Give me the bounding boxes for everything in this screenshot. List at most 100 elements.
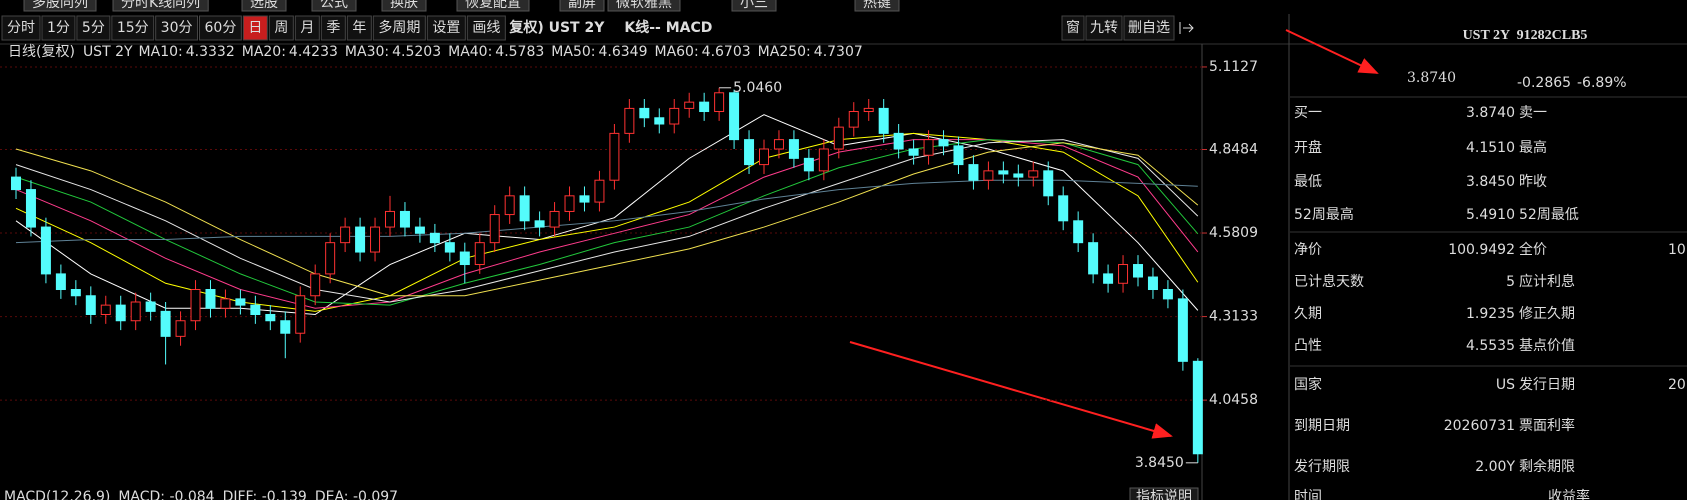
legend-name: MA10: (139, 44, 183, 60)
toolbar-button[interactable]: 换肤 (390, 0, 418, 11)
dock-icon (1179, 22, 1194, 34)
candle-body (714, 92, 725, 113)
quote-label: 最低 (1294, 174, 1322, 190)
toolbar-button[interactable]: 微软雅黑 (616, 0, 672, 11)
y-tick-label: 4.0458 (1209, 392, 1258, 408)
legend-value: 4.4233 (289, 44, 338, 60)
toolbar-button[interactable]: 选股 (250, 0, 278, 11)
candle-body (998, 170, 1009, 175)
period-tab[interactable]: 设置 (432, 20, 460, 36)
quote-label: 最高 (1519, 139, 1547, 156)
candle-body (564, 195, 575, 212)
quote-value: 1.9235 (1466, 306, 1515, 322)
indicator-button[interactable]: 指标说明 (1136, 489, 1192, 500)
candle-body (385, 210, 395, 228)
button-bg (1061, 15, 1085, 41)
button-bg (311, 0, 357, 12)
candle-body (474, 242, 485, 266)
quote-label: 昨收 (1519, 174, 1547, 190)
toolbar-button[interactable]: 恢复配置 (465, 0, 521, 11)
legend-value: 4.6349 (598, 44, 647, 60)
candle-body (833, 126, 844, 150)
candle-body (773, 139, 784, 150)
candle-body (504, 195, 515, 216)
period-tab[interactable]: 分时 (7, 20, 35, 36)
symbol-title: 复权) UST 2Y (508, 19, 605, 36)
button-bg (1129, 487, 1199, 500)
button-bg (559, 0, 605, 12)
toolbar-button[interactable]: 分时K线同列 (121, 0, 200, 11)
period-tab[interactable]: 60分 (205, 20, 237, 36)
period-tab[interactable]: 多周期 (378, 19, 420, 36)
button-bg (456, 0, 530, 12)
quote-value: 20260731 (1444, 418, 1515, 434)
candle-body (160, 310, 171, 337)
candle-body (175, 320, 186, 337)
candle-body (459, 251, 470, 266)
period-tab[interactable]: 日 (248, 20, 262, 36)
annotation-label: 5.0460 (733, 80, 782, 96)
right-button[interactable]: 删自选 (1128, 20, 1170, 36)
quote-label: 国家 (1294, 376, 1322, 393)
candle-body (11, 176, 21, 191)
ma-line (15, 142, 1199, 297)
tab-bg (155, 15, 198, 41)
candle-body (938, 139, 949, 147)
toolbar-button[interactable]: 副屏 (568, 0, 596, 11)
button-bg (23, 0, 97, 12)
quote-value: 4.5535 (1466, 338, 1515, 354)
tab-bg (426, 15, 466, 41)
tab-bg (372, 15, 426, 41)
period-tab[interactable]: 周 (274, 20, 288, 36)
button-bg (381, 0, 427, 12)
quote-value: 2.00Y (1475, 459, 1515, 475)
quote-value: 3.8740 (1466, 105, 1515, 121)
candle-body (863, 107, 874, 113)
period-tab[interactable]: 季 (326, 20, 340, 36)
candle-body (983, 170, 994, 181)
legend-name: MA50: (551, 44, 595, 60)
legend-value: 4.5203 (392, 44, 441, 60)
period-tab[interactable]: 15分 (117, 20, 149, 36)
legend-value: 4.3332 (186, 44, 235, 60)
toolbar-button[interactable]: 公式 (320, 0, 348, 11)
candle-body (85, 295, 96, 315)
quote-label: 全价 (1519, 241, 1547, 258)
quote-label: 卖一 (1519, 105, 1547, 121)
candle-body (878, 107, 889, 134)
candle-body (295, 295, 306, 334)
button-bg (1085, 15, 1123, 41)
toolbar-button[interactable]: 热键 (863, 0, 891, 11)
candle-body (1192, 360, 1203, 455)
right-button[interactable]: 九转 (1090, 20, 1118, 36)
candle-body (1133, 264, 1143, 278)
candle-body (1013, 173, 1024, 178)
toolbar-button[interactable]: 多股同列 (32, 0, 88, 11)
period-tab[interactable]: 30分 (161, 20, 193, 36)
candle-body (699, 101, 710, 113)
quote-label: 应计利息 (1519, 273, 1575, 290)
button-bg (241, 0, 287, 12)
tab-bg (294, 15, 320, 41)
legend-name: MA250: (758, 44, 811, 60)
candle-body (325, 242, 336, 275)
ma-line (15, 139, 1199, 309)
indicator-title: K线-- MACD (624, 19, 712, 36)
toolbar-button[interactable]: 小三 (740, 0, 768, 11)
period-tab[interactable]: 画线 (472, 20, 500, 36)
candle-body (310, 273, 321, 297)
period-tab[interactable]: 年 (352, 20, 366, 36)
period-tab[interactable]: 5分 (82, 20, 105, 36)
right-button[interactable]: 窗 (1066, 19, 1080, 36)
quote-change: -0.2865 (1517, 75, 1571, 91)
annotation-arrow (849, 341, 1173, 439)
quote-label: 已计息天数 (1294, 273, 1364, 290)
period-tab[interactable]: 1分 (47, 20, 70, 36)
quote-value: 4.1510 (1466, 140, 1515, 156)
candle-body (729, 92, 740, 141)
y-tick-label: 4.3133 (1209, 309, 1258, 325)
y-tick-label: 5.1127 (1209, 59, 1258, 75)
quote-label: 凸性 (1294, 338, 1322, 354)
period-tab[interactable]: 月 (300, 20, 314, 36)
quote-label: 剩余期限 (1519, 458, 1575, 475)
